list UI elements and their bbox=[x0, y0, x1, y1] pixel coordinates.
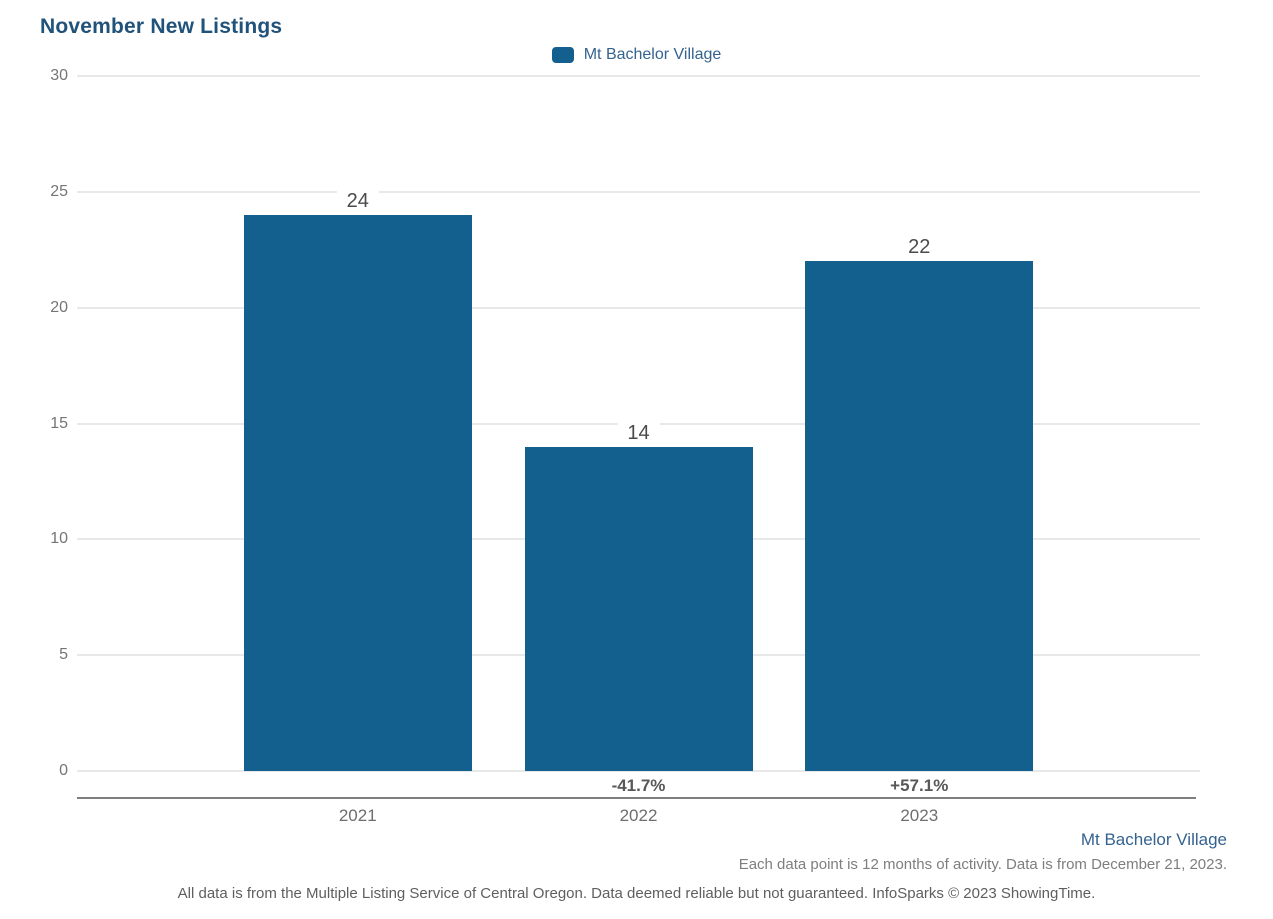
x-axis-category-label: 2021 bbox=[338, 806, 377, 825]
y-axis-tick-label: 5 bbox=[59, 646, 68, 664]
gridline-y-20 bbox=[77, 306, 1200, 309]
footer-series-attribution: Mt Bachelor Village bbox=[1080, 830, 1227, 849]
footer-disclaimer: All data is from the Multiple Listing Se… bbox=[177, 885, 1096, 902]
gridline-y-30 bbox=[77, 75, 1200, 77]
pct-change-label: -41.7% bbox=[611, 776, 666, 795]
y-axis-tick-label: 0 bbox=[59, 762, 68, 779]
pct-change-label: +57.1% bbox=[890, 776, 949, 795]
bar-2022[interactable] bbox=[524, 446, 753, 771]
bar-value-label: 24 bbox=[336, 190, 379, 212]
gridline-y-0 bbox=[77, 770, 1200, 772]
x-axis-category-label: 2023 bbox=[900, 806, 939, 825]
chart-title: November New Listings bbox=[40, 15, 283, 38]
y-axis-tick-label: 30 bbox=[50, 67, 68, 84]
y-axis-tick-label: 15 bbox=[50, 414, 68, 432]
legend[interactable]: Mt Bachelor Village bbox=[0, 46, 1273, 64]
y-axis-tick-label: 20 bbox=[50, 298, 68, 316]
bar-2023[interactable] bbox=[805, 261, 1034, 771]
bar-value-label: 14 bbox=[617, 421, 660, 444]
bar-2021[interactable] bbox=[243, 215, 472, 771]
gridline-y-25 bbox=[77, 190, 1200, 193]
bar-value-label: 22 bbox=[898, 236, 941, 259]
legend-label: Mt Bachelor Village bbox=[583, 46, 722, 63]
y-axis-tick-label: 25 bbox=[50, 182, 68, 200]
x-axis-category-label: 2022 bbox=[619, 806, 658, 825]
footer-data-note: Each data point is 12 months of activity… bbox=[738, 856, 1227, 873]
y-axis-tick-label: 10 bbox=[50, 530, 68, 548]
x-axis-line bbox=[77, 797, 1196, 799]
legend-swatch-icon bbox=[551, 47, 574, 63]
